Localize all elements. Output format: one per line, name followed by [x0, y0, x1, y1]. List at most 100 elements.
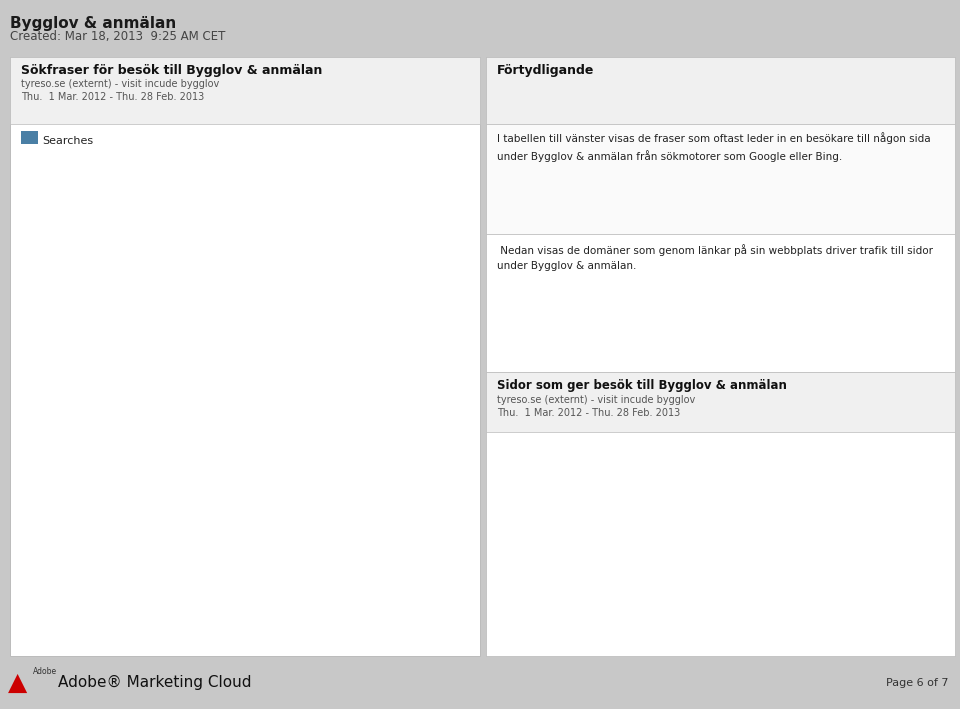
Bar — [489, 540, 952, 559]
Text: 1,106: 1,106 — [821, 465, 848, 474]
Text: 3.   slutbevis bygglov: 3. slutbevis bygglov — [14, 420, 116, 428]
Text: 35: 35 — [836, 541, 848, 550]
Text: 0.3%: 0.3% — [450, 546, 475, 555]
Bar — [489, 635, 952, 654]
Text: Total: Total — [14, 637, 60, 645]
Bar — [12, 437, 477, 454]
Text: 52: 52 — [361, 420, 372, 428]
Text: 5,822: 5,822 — [821, 447, 848, 455]
Bar — [12, 473, 477, 491]
Text: 5.   slutbevis: 5. slutbevis — [14, 456, 75, 464]
Text: 0.4%: 0.4% — [451, 510, 475, 519]
Text: 0.3%: 0.3% — [450, 564, 475, 573]
Text: 7,244: 7,244 — [343, 637, 372, 645]
Text: Searches: Searches — [328, 369, 372, 379]
Text: 7.   sotare tyresö: 7. sotare tyresö — [14, 492, 96, 501]
Bar — [489, 446, 952, 464]
Text: 2.4%: 2.4% — [926, 503, 950, 512]
Bar — [12, 545, 477, 563]
Bar — [12, 581, 477, 599]
Text: 14.  haninge polish huset: 14. haninge polish huset — [14, 618, 134, 627]
Bar — [12, 418, 477, 437]
Text: 31: 31 — [360, 474, 372, 483]
Text: tyreso.se (externt) - visit incude bygglov: tyreso.se (externt) - visit incude byggl… — [21, 79, 220, 89]
Bar — [489, 484, 952, 503]
Text: I tabellen till vänster visas de fraser som oftast leder in en besökare till någ: I tabellen till vänster visas de fraser … — [497, 133, 931, 162]
Text: 13.3%: 13.3% — [920, 465, 950, 474]
Text: 13.  bygglov veranda: 13. bygglov veranda — [14, 601, 116, 609]
Bar — [12, 382, 477, 401]
Text: Sökfraser för besök till Bygglov & anmälan: Sökfraser för besök till Bygglov & anmäl… — [21, 64, 323, 77]
Bar — [489, 616, 952, 635]
Text: Total: Total — [491, 635, 537, 644]
Text: 0.3%: 0.3% — [450, 601, 475, 609]
Text: 0.4%: 0.4% — [451, 492, 475, 501]
Text: 0.3%: 0.3% — [450, 582, 475, 591]
Text: 200: 200 — [830, 503, 848, 512]
Text: 6.   ask.com: 6. ask.com — [491, 541, 548, 550]
Bar — [12, 563, 477, 581]
Text: Bygglov & anmälan: Bygglov & anmälan — [10, 16, 176, 30]
Bar — [158, 278, 167, 303]
Text: Sidor som ger besök till Bygglov & anmälan: Sidor som ger besök till Bygglov & anmäl… — [497, 379, 787, 392]
Text: 24: 24 — [361, 582, 372, 591]
Text: 25: 25 — [361, 528, 372, 537]
Text: 0.8%: 0.8% — [926, 522, 950, 531]
Bar — [489, 578, 952, 597]
Bar — [489, 559, 952, 578]
Text: 22: 22 — [361, 618, 372, 627]
Text: 8.   eniro.se: 8. eniro.se — [491, 579, 546, 588]
Text: 0.7%: 0.7% — [451, 420, 475, 428]
Bar — [12, 454, 477, 473]
Text: 1.6%: 1.6% — [451, 401, 475, 411]
Text: 10.  bryggor: 10. bryggor — [14, 546, 73, 555]
Bar — [489, 521, 952, 540]
Text: 114: 114 — [354, 401, 372, 411]
Text: 1.   google.se: 1. google.se — [491, 447, 555, 455]
Text: 23: 23 — [360, 601, 372, 609]
Text: 8.   trädfällning tyresö: 8. trädfällning tyresö — [14, 510, 120, 519]
Bar — [489, 597, 952, 616]
Text: 11.  bygglov brygga: 11. bygglov brygga — [14, 564, 110, 573]
Text: Adobe: Adobe — [33, 666, 57, 676]
Bar — [158, 183, 182, 208]
Text: Thu.  1 Mar. 2012 - Thu. 28 Feb. 2013: Thu. 1 Mar. 2012 - Thu. 28 Feb. 2013 — [497, 408, 681, 418]
Text: 14: 14 — [836, 617, 848, 625]
Text: 27: 27 — [361, 492, 372, 501]
Bar — [12, 491, 477, 509]
Bar — [158, 230, 169, 255]
Text: 2.   tyresö kommun bygglov: 2. tyresö kommun bygglov — [14, 401, 148, 411]
Text: 9.   rivningsplan: 9. rivningsplan — [14, 528, 91, 537]
Text: 0.4%: 0.4% — [926, 560, 950, 569]
Text: 26: 26 — [361, 510, 372, 519]
Text: ▲: ▲ — [8, 671, 27, 695]
Text: 5.   google.co.uk: 5. google.co.uk — [491, 522, 569, 531]
Text: 17.6%: 17.6% — [444, 384, 475, 392]
Text: 40: 40 — [361, 437, 372, 447]
Text: 7.   conduit.com: 7. conduit.com — [491, 560, 567, 569]
Text: 1,272: 1,272 — [346, 384, 372, 392]
Text: Created: Mar 18, 2013  9:25 AM CET: Created: Mar 18, 2013 9:25 AM CET — [10, 30, 225, 43]
Text: 37: 37 — [360, 456, 372, 464]
Bar — [12, 618, 477, 635]
Bar — [158, 325, 166, 350]
Text: Thu.  1 Mar. 2012 - Thu. 28 Feb. 2013: Thu. 1 Mar. 2012 - Thu. 28 Feb. 2013 — [21, 92, 204, 102]
Text: 6.   prickmark: 6. prickmark — [14, 474, 81, 483]
Text: Referring Domains: Referring Domains — [491, 436, 582, 446]
Bar — [489, 464, 952, 484]
Text: 24: 24 — [361, 564, 372, 573]
Text: Förtydligande: Förtydligande — [497, 64, 594, 77]
Bar — [12, 599, 477, 618]
Text: Searches: Searches — [42, 136, 93, 146]
Text: 0.3%: 0.3% — [450, 618, 475, 627]
Text: 31: 31 — [836, 560, 848, 569]
Text: 8,346: 8,346 — [818, 635, 848, 644]
Bar — [158, 135, 421, 160]
Bar — [12, 527, 477, 545]
Bar — [489, 503, 952, 521]
Text: 10.  superstart.se: 10. superstart.se — [491, 617, 575, 625]
Text: Adobe® Marketing Cloud: Adobe® Marketing Cloud — [58, 675, 252, 691]
Text: 0.6%: 0.6% — [451, 437, 475, 447]
Text: 0.5%: 0.5% — [451, 456, 475, 464]
Text: 27: 27 — [836, 579, 848, 588]
